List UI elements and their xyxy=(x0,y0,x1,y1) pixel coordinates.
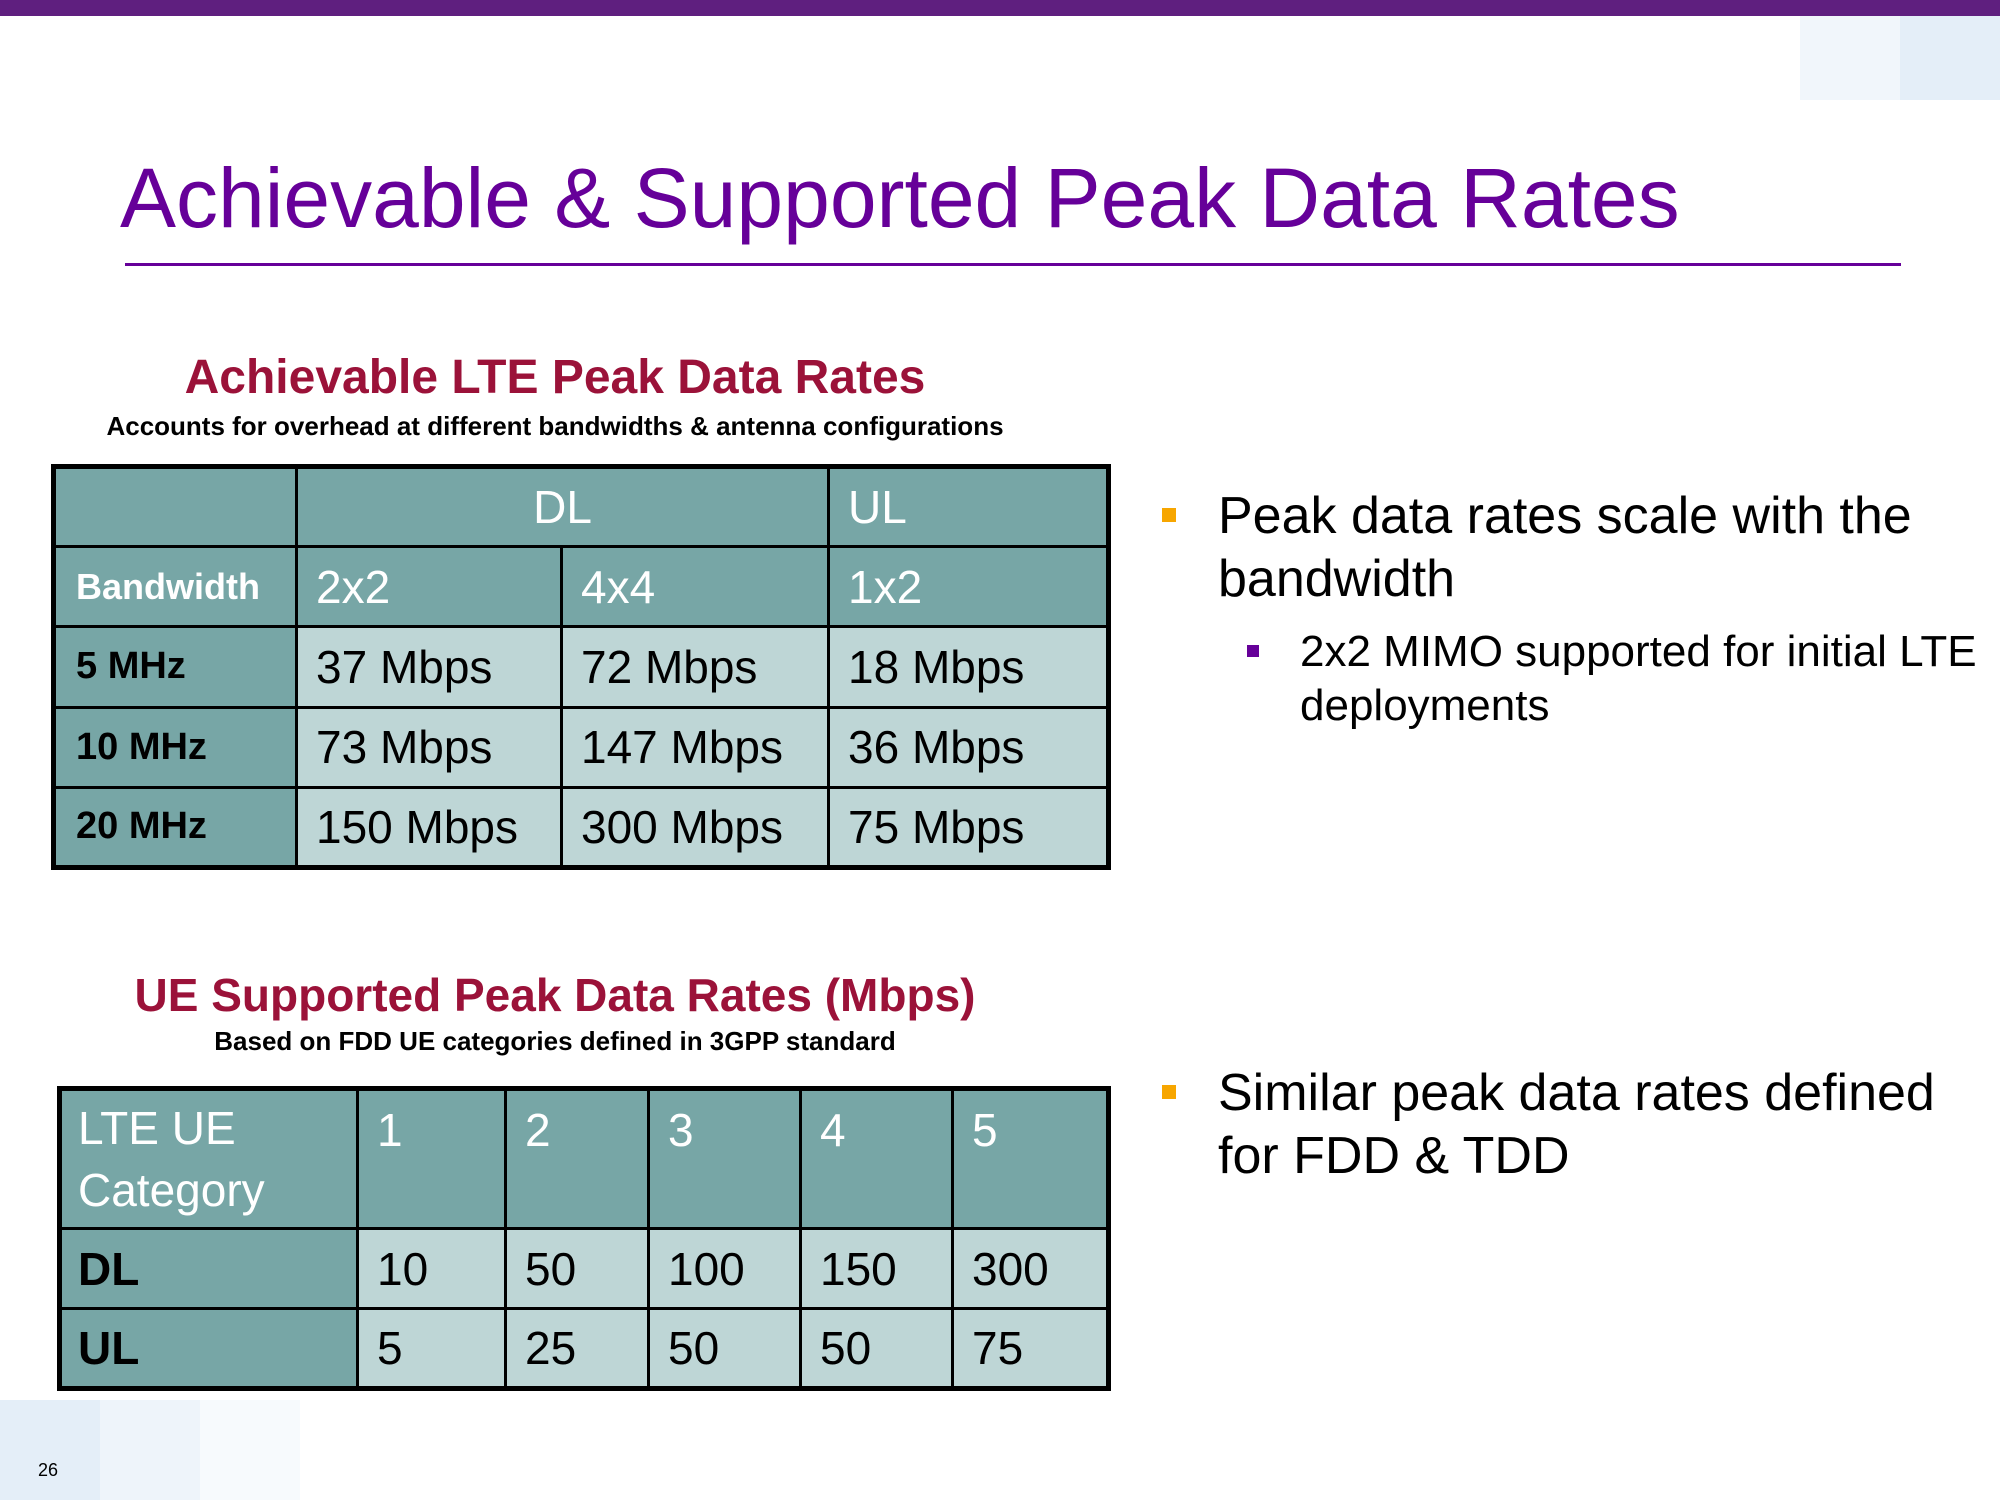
bullet-list-bottom: Similar peak data rates defined for FDD … xyxy=(1160,1062,1980,1188)
table-cell: 25 xyxy=(504,1307,650,1390)
corner-decoration-bottom-left-2 xyxy=(100,1400,200,1500)
table-cell: 300 xyxy=(951,1227,1110,1310)
top-accent-bar xyxy=(0,0,2000,16)
bullet-text: Peak data rates scale with the bandwidth xyxy=(1218,487,1912,608)
square-bullet-icon xyxy=(1162,508,1176,522)
row-label: DL xyxy=(58,1227,359,1310)
table-cell: 300 Mbps xyxy=(560,785,830,870)
row-label: UL xyxy=(58,1307,359,1390)
corner-decoration-top-right-2 xyxy=(1900,16,2000,100)
corner-decoration-top-right xyxy=(1800,16,1900,100)
header-2x2: 2x2 xyxy=(295,545,563,629)
table-cell: 150 xyxy=(799,1227,954,1310)
header-lte-ue-category: LTE UE Category xyxy=(58,1087,359,1230)
header-category: 5 xyxy=(951,1087,1110,1230)
bullet-list-top: Peak data rates scale with the bandwidth… xyxy=(1160,485,1980,733)
corner-decoration-bottom-left xyxy=(0,1400,100,1500)
table-cell: 147 Mbps xyxy=(560,705,830,789)
bullet-text: Similar peak data rates defined for FDD … xyxy=(1218,1064,1935,1185)
sub-bullet-item: 2x2 MIMO supported for initial LTE deplo… xyxy=(1160,625,1980,733)
table-cell: 75 Mbps xyxy=(827,785,1110,870)
header-bandwidth: Bandwidth xyxy=(52,545,298,629)
slide-title: Achievable & Supported Peak Data Rates xyxy=(120,151,1680,245)
sub-bullet-text: 2x2 MIMO supported for initial LTE deplo… xyxy=(1300,627,1977,730)
table-cell: 37 Mbps xyxy=(295,625,563,709)
table-cell: 75 xyxy=(951,1307,1110,1390)
table-cell: 5 xyxy=(356,1307,507,1390)
row-label: 10 MHz xyxy=(52,705,298,789)
achievable-table-title: Achievable LTE Peak Data Rates xyxy=(184,351,926,404)
header-4x4: 4x4 xyxy=(560,545,830,629)
table-row: 5 MHz 37 Mbps 72 Mbps 18 Mbps xyxy=(52,625,1110,709)
table-header-row: Bandwidth 2x2 4x4 1x2 xyxy=(52,545,1110,629)
header-category: 1 xyxy=(356,1087,507,1230)
table-cell: 10 xyxy=(356,1227,507,1310)
achievable-rates-table: DL UL Bandwidth 2x2 4x4 1x2 5 MHz 37 Mbp… xyxy=(51,464,1111,870)
square-bullet-icon xyxy=(1247,645,1259,657)
bullet-item: Peak data rates scale with the bandwidth xyxy=(1160,485,1980,611)
table-corner-cell xyxy=(52,464,298,549)
header-ul: UL xyxy=(827,464,1110,549)
ue-table-subtitle: Based on FDD UE categories defined in 3G… xyxy=(214,1026,896,1056)
header-category: 2 xyxy=(504,1087,650,1230)
table-cell: 50 xyxy=(647,1307,802,1390)
row-label: 5 MHz xyxy=(52,625,298,709)
table-cell: 18 Mbps xyxy=(827,625,1110,709)
table-cell: 72 Mbps xyxy=(560,625,830,709)
table-row: DL 10 50 100 150 300 xyxy=(58,1227,1110,1310)
table-cell: 150 Mbps xyxy=(295,785,563,870)
table-header-row: DL UL xyxy=(52,464,1110,549)
row-label: 20 MHz xyxy=(52,785,298,870)
header-category: 3 xyxy=(647,1087,802,1230)
table-row: UL 5 25 50 50 75 xyxy=(58,1307,1110,1390)
ue-category-table: LTE UE Category 1 2 3 4 5 DL 10 50 100 1… xyxy=(57,1086,1111,1391)
table-cell: 36 Mbps xyxy=(827,705,1110,789)
table-cell: 50 xyxy=(799,1307,954,1390)
header-category: 4 xyxy=(799,1087,954,1230)
ue-table-title: UE Supported Peak Data Rates (Mbps) xyxy=(134,969,976,1021)
table-cell: 50 xyxy=(504,1227,650,1310)
title-underline xyxy=(125,263,1901,266)
table-cell: 73 Mbps xyxy=(295,705,563,789)
corner-decoration-bottom-left-3 xyxy=(200,1400,300,1500)
header-1x2: 1x2 xyxy=(827,545,1110,629)
header-dl: DL xyxy=(295,464,830,549)
table-header-row: LTE UE Category 1 2 3 4 5 xyxy=(58,1087,1110,1230)
achievable-table-subtitle: Accounts for overhead at different bandw… xyxy=(106,411,1004,441)
square-bullet-icon xyxy=(1162,1085,1176,1099)
bullet-item: Similar peak data rates defined for FDD … xyxy=(1160,1062,1980,1188)
table-row: 10 MHz 73 Mbps 147 Mbps 36 Mbps xyxy=(52,705,1110,789)
table-row: 20 MHz 150 Mbps 300 Mbps 75 Mbps xyxy=(52,785,1110,870)
table-cell: 100 xyxy=(647,1227,802,1310)
page-number: 26 xyxy=(38,1460,59,1480)
